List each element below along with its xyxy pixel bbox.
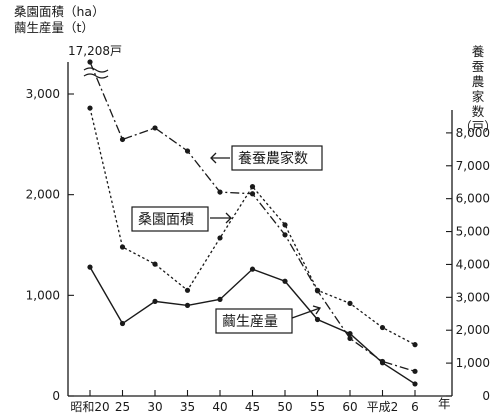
data-point-area: [379, 324, 386, 331]
legend-area-label: 桑園面積: [138, 212, 194, 228]
right-axis-title-char: 家: [472, 89, 485, 104]
series-line-area: [89, 107, 416, 346]
data-point-cocoon: [412, 381, 418, 387]
right-axis-title-char: 養: [472, 44, 485, 59]
right-axis-ticks: 0 1,000 2,000 3,000 4,000 5,000 6,000 7,000 8,00…: [446, 126, 490, 403]
left-axis-title-line1: 桑園面積（ha）: [14, 4, 105, 19]
left-tick-label: 2,000: [26, 188, 60, 202]
right-axis-title-char: 数: [472, 104, 485, 119]
data-point-households: [282, 232, 288, 238]
right-axis-title-char: 農: [472, 74, 485, 89]
right-axis-title-char: 蚕: [472, 59, 485, 74]
data-point-households: [152, 125, 158, 131]
left-axis-title-line2: 繭生産量（t）: [14, 20, 94, 35]
data-point-area: [282, 222, 288, 228]
data-point-area: [87, 105, 93, 111]
x-tick-label: 60: [342, 400, 357, 414]
data-point-cocoon: [347, 330, 353, 337]
data-point-households: [249, 191, 256, 197]
legend-area: 桑園面積: [131, 206, 232, 232]
legend-cocoon-label: 繭生産量: [222, 314, 278, 330]
right-tick-label: 7,000: [456, 159, 490, 173]
data-point-area: [249, 184, 256, 190]
data-point-households: [412, 368, 418, 374]
right-tick-label: 0: [482, 389, 490, 403]
x-tick-label: 40: [212, 400, 227, 414]
data-point-households: [119, 136, 126, 143]
right-tick-label: 6,000: [456, 192, 490, 206]
x-axis-ticks: 昭和20 25 30 35 40 45 50 55 60 平成2 6: [70, 390, 419, 414]
right-tick-label: 8,000: [456, 126, 490, 140]
data-point-cocoon: [87, 264, 93, 270]
x-tick-label: 平成2: [367, 400, 399, 414]
x-axis-label: 年: [438, 396, 451, 411]
right-axis-title-char: （戸）: [459, 119, 497, 134]
data-point-area: [119, 244, 126, 250]
data-point-cocoon: [249, 266, 256, 272]
data-point-cocoon: [119, 320, 126, 327]
x-tick-label: 25: [115, 400, 130, 414]
left-tick-label: 1,000: [26, 288, 60, 302]
right-axis-title: 養蚕農家数（戸）: [459, 44, 497, 134]
data-point-area: [184, 287, 191, 293]
data-point-cocoon: [314, 316, 321, 323]
x-tick-label: 6: [411, 400, 419, 414]
left-tick-label: 0: [52, 389, 60, 403]
x-tick-label: 昭和20: [70, 400, 109, 414]
legend-households: 養蚕農家数: [210, 145, 323, 171]
x-tick-label: 35: [180, 400, 195, 414]
right-tick-label: 4,000: [456, 257, 490, 271]
series-layer: [87, 59, 418, 387]
legend-cocoon: 繭生産量: [215, 305, 322, 334]
x-tick-label: 50: [277, 400, 292, 414]
right-tick-label: 1,000: [456, 356, 490, 370]
data-point-area: [347, 300, 353, 306]
data-point-cocoon: [217, 296, 223, 302]
data-point-area: [412, 342, 418, 348]
data-point-households: [184, 148, 191, 154]
left-tick-label: 3,000: [26, 87, 60, 101]
data-point-households: [87, 59, 93, 65]
right-tick-label: 5,000: [456, 225, 490, 239]
data-point-area: [217, 235, 223, 241]
right-tick-label: 2,000: [456, 323, 490, 337]
data-point-households: [347, 335, 353, 342]
data-point-cocoon: [152, 298, 158, 304]
data-point-area: [314, 287, 321, 293]
right-tick-label: 3,000: [456, 290, 490, 304]
x-tick-label: 45: [245, 400, 260, 414]
axis-break-mark: [83, 67, 109, 79]
x-tick-label: 30: [147, 400, 162, 414]
legend-households-label: 養蚕農家数: [238, 150, 308, 167]
data-point-area: [152, 261, 158, 267]
data-point-cocoon: [184, 302, 191, 308]
left-axis-ticks: 0 1,000 2,000 3,000: [26, 87, 74, 403]
x-tick-label: 55: [310, 400, 325, 414]
break-annotation: 17,208戸: [68, 44, 122, 58]
data-point-cocoon: [379, 360, 386, 366]
data-point-cocoon: [282, 278, 288, 284]
data-point-households: [217, 189, 223, 195]
